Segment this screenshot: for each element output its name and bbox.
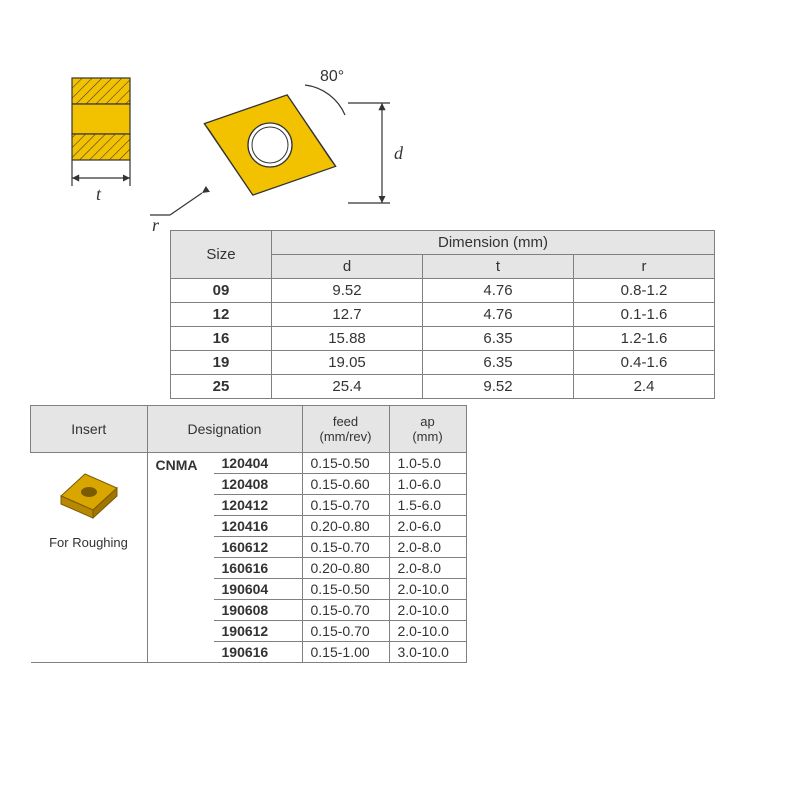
insert-header: Insert (31, 406, 148, 453)
col-r: r (574, 255, 715, 279)
table-row: 1919.056.350.4-1.6 (171, 351, 715, 375)
designation-table: Insert Designation feed (mm/rev) ap (mm)… (30, 405, 467, 663)
t-label: t (96, 184, 102, 204)
table-row: For RoughingCNMA1204040.15-0.501.0-5.0 (31, 453, 467, 474)
insert-cell: For Roughing (31, 453, 148, 663)
insert-icon (54, 467, 124, 522)
angle-label: 80° (320, 68, 344, 85)
table-row: 099.524.760.8-1.2 (171, 279, 715, 303)
table-row: 2525.49.522.4 (171, 375, 715, 399)
feed-header: feed (mm/rev) (302, 406, 389, 453)
insert-caption: For Roughing (39, 535, 139, 550)
top-view: 80° d r (150, 68, 404, 235)
code-cell: CNMA (147, 453, 214, 663)
dimension-header: Dimension (mm) (272, 231, 715, 255)
table-row: 1615.886.351.2-1.6 (171, 327, 715, 351)
designation-header: Designation (147, 406, 302, 453)
dimension-table: Size Dimension (mm) d t r 099.524.760.8-… (170, 230, 715, 399)
size-header: Size (171, 231, 272, 279)
d-label: d (394, 143, 404, 163)
ap-header: ap (mm) (389, 406, 466, 453)
table-row: 1212.74.760.1-1.6 (171, 303, 715, 327)
col-d: d (272, 255, 423, 279)
technical-drawing: t 80° d r (60, 60, 460, 240)
col-t: t (423, 255, 574, 279)
side-view: t (72, 78, 130, 204)
r-label: r (152, 215, 160, 235)
